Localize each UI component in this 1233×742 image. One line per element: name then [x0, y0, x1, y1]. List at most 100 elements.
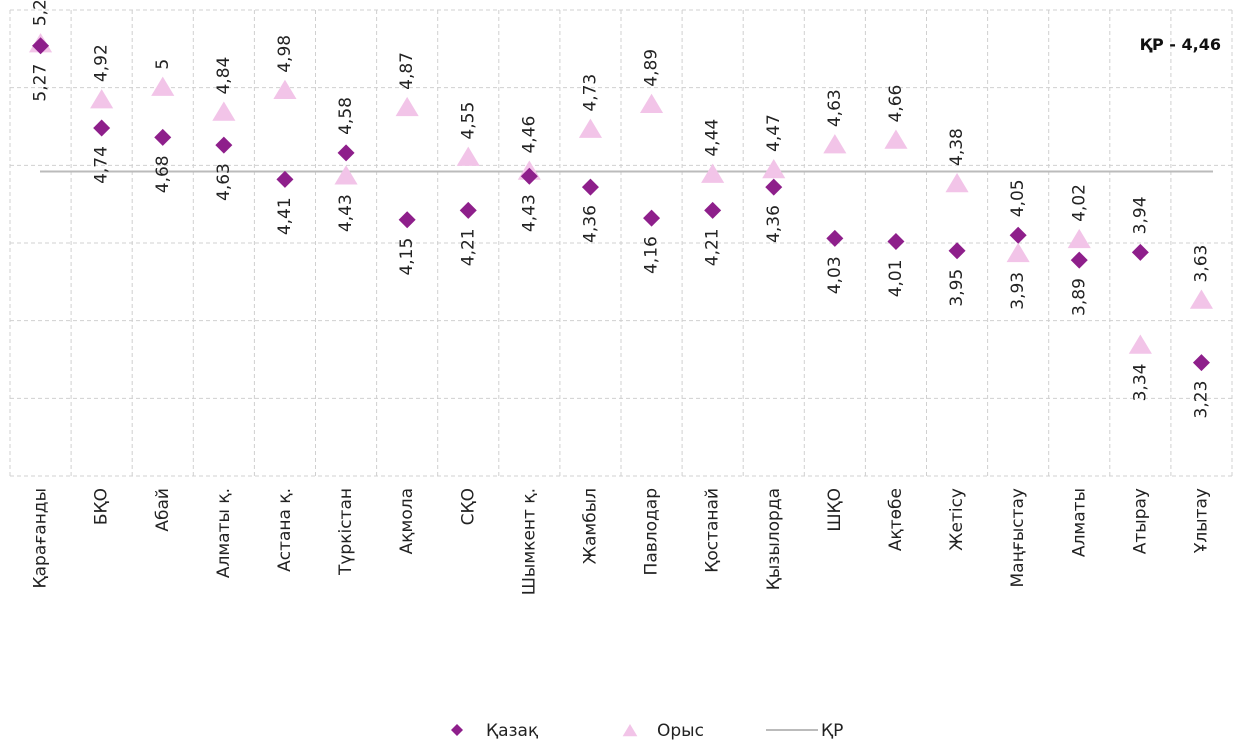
legend-item-russian: Орыс [622, 721, 704, 741]
kazak-point [520, 167, 538, 185]
kazak-point [459, 201, 477, 219]
reference-annotation: ҚР - 4,46 [1140, 35, 1221, 54]
orys-value-label: 4,43 [336, 194, 356, 232]
category-label: Қарағанды [31, 488, 51, 588]
kazak-point [765, 178, 783, 196]
legend-triangle-icon [622, 724, 638, 737]
orys-value-label: 4,66 [886, 85, 906, 123]
kazak-point [704, 201, 722, 219]
orys-point [334, 165, 358, 185]
orys-value-label: 4,89 [642, 49, 662, 87]
category-label: Қызылорда [764, 488, 784, 590]
orys-value-label: 4,47 [764, 114, 784, 152]
kazak-value-label: 3,94 [1130, 196, 1150, 234]
category-label: Маңғыстау [1008, 488, 1028, 588]
kazak-value-label: 4,36 [580, 205, 600, 243]
orys-value-label: 5,28 [31, 0, 51, 26]
kazak-value-label: 4,41 [275, 197, 295, 235]
kazak-value-label: 4,03 [825, 256, 845, 294]
orys-point [273, 79, 297, 100]
orys-point [762, 158, 786, 179]
orys-value-label: 4,63 [825, 89, 845, 127]
legend-label-reference: ҚР [821, 721, 843, 741]
kazak-value-label: 4,16 [642, 236, 662, 274]
orys-point [1067, 228, 1091, 249]
orys-value-label: 3,34 [1130, 364, 1150, 402]
legend-label-russian: Орыс [657, 721, 704, 741]
kazak-point [1192, 354, 1210, 372]
kazak-value-label: 4,63 [214, 163, 234, 201]
orys-point [1128, 334, 1152, 354]
orys-value-label: 4,46 [519, 116, 539, 154]
kazak-point [1070, 251, 1088, 269]
kazak-value-label: 3,95 [947, 269, 967, 307]
kazak-point [643, 209, 661, 227]
kazak-point [154, 128, 172, 146]
category-label: СҚО [458, 488, 478, 525]
orys-value-label: 4,02 [1069, 184, 1089, 222]
legend-item-kazakh: Қазақ [451, 721, 538, 741]
orys-point [1006, 242, 1030, 263]
kazak-point [398, 211, 416, 229]
orys-point [395, 96, 419, 117]
kazak-value-label: 4,43 [519, 194, 539, 232]
category-label: Алматы қ. [214, 488, 234, 578]
category-label: Павлодар [642, 488, 662, 575]
category-label: ШҚО [825, 488, 845, 532]
kazak-point [887, 232, 905, 250]
kazak-value-label: 4,68 [153, 155, 173, 193]
category-label: Жамбыл [580, 488, 600, 564]
value-labels: 5,28 5,27 4,92 4,74 5 4,68 4,84 4,63 4,98 4,41 4,5… [31, 0, 1212, 418]
kazak-point [826, 229, 844, 247]
kazak-value-label: 4,21 [458, 228, 478, 266]
orys-point [823, 134, 847, 154]
orys-point [640, 93, 664, 114]
kazak-value-label: 5,27 [31, 64, 51, 102]
kazak-point [215, 136, 233, 154]
legend-diamond-icon [451, 724, 463, 736]
kazak-point [337, 144, 355, 162]
category-label: Атырау [1130, 488, 1150, 554]
category-label: Абай [153, 488, 173, 532]
orys-point [884, 129, 908, 149]
category-label: Ақтөбе [886, 488, 906, 551]
orys-point [212, 101, 236, 121]
orys-value-label: 4,55 [458, 102, 478, 140]
data-marks [29, 33, 1213, 372]
category-label: Ақмола [397, 488, 417, 554]
kazak-value-label: 3,23 [1191, 381, 1211, 419]
orys-value-label: 4,38 [947, 128, 967, 166]
orys-value-label: 4,87 [397, 52, 417, 90]
category-label: Түркістан [336, 488, 356, 576]
category-label: Алматы [1069, 488, 1089, 557]
orys-point [945, 172, 969, 193]
legend-item-reference: ҚР [766, 721, 843, 741]
kazak-value-label: 3,89 [1069, 278, 1089, 316]
orys-value-label: 4,44 [703, 119, 723, 157]
orys-point [578, 118, 602, 138]
kazak-point [1009, 226, 1027, 244]
category-label: Шымкент қ. [519, 488, 539, 595]
orys-value-label: 3,63 [1191, 245, 1211, 283]
orys-value-label: 3,93 [1008, 272, 1028, 310]
legend: Қазақ Орыс ҚР [451, 721, 843, 741]
kazak-value-label: 4,21 [703, 228, 723, 266]
kazak-point [948, 242, 966, 260]
legend-label-kazakh: Қазақ [486, 721, 538, 741]
orys-value-label: 4,98 [275, 35, 295, 73]
kazak-point [276, 170, 294, 188]
orys-value-label: 4,84 [214, 57, 234, 95]
category-labels: Қарағанды БҚО Абай Алматы қ. Астана қ. Түркіс… [31, 488, 1212, 595]
orys-point [90, 89, 114, 109]
orys-point [456, 146, 480, 166]
kazak-point [32, 37, 50, 55]
kazak-point [93, 119, 111, 137]
orys-point [1189, 289, 1213, 309]
orys-value-label: 4,92 [92, 44, 112, 82]
orys-value-label: 5 [153, 59, 173, 70]
orys-point [701, 163, 725, 183]
category-label: Қостанай [703, 488, 723, 573]
category-label: Астана қ. [275, 488, 295, 572]
orys-value-label: 4,73 [580, 74, 600, 112]
